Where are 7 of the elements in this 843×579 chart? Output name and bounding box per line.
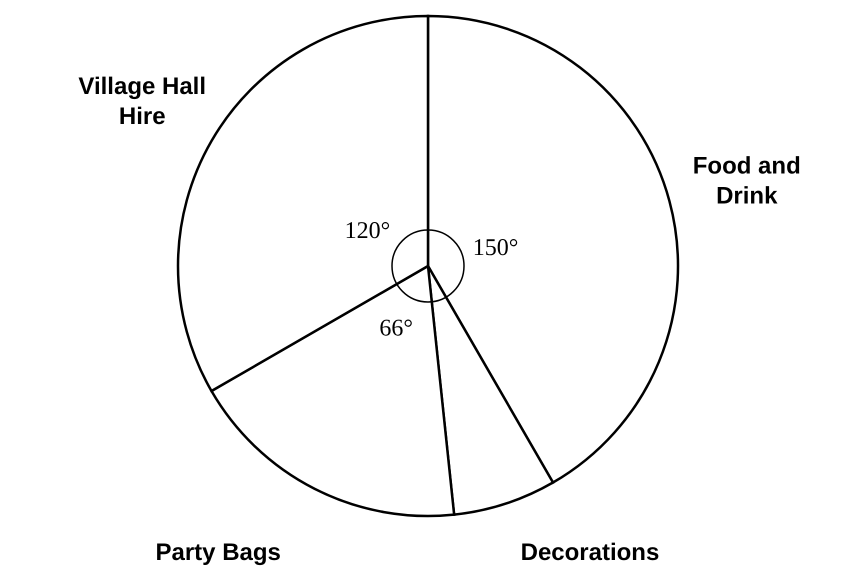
slice-label: Party Bags: [155, 538, 281, 566]
slice-label: Food and Drink: [692, 152, 801, 210]
slice-label: Decorations: [520, 538, 660, 566]
data-label: 120°: [344, 218, 390, 244]
data-label: 66°: [379, 315, 414, 342]
data-label: 150°: [472, 234, 518, 261]
slice-label: Village Hall Hire: [78, 72, 206, 130]
